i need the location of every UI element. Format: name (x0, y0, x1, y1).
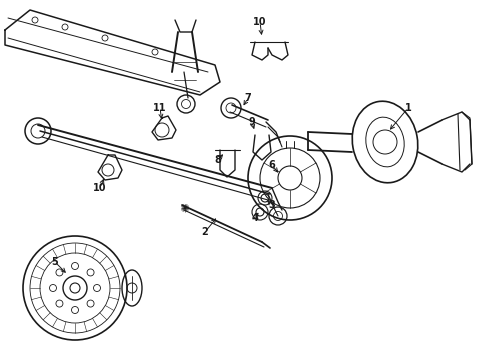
Circle shape (72, 262, 78, 270)
Circle shape (56, 269, 63, 276)
Circle shape (49, 284, 56, 292)
Text: 7: 7 (245, 93, 251, 103)
Text: 6: 6 (269, 160, 275, 170)
Text: 11: 11 (153, 103, 167, 113)
Circle shape (87, 300, 94, 307)
Text: 2: 2 (201, 227, 208, 237)
Circle shape (72, 306, 78, 314)
Text: 10: 10 (253, 17, 267, 27)
Text: 4: 4 (252, 213, 258, 223)
Circle shape (94, 284, 100, 292)
Text: 9: 9 (248, 117, 255, 127)
Circle shape (87, 269, 94, 276)
Text: 10: 10 (93, 183, 107, 193)
Text: 5: 5 (51, 257, 58, 267)
Text: 3: 3 (269, 200, 275, 210)
Text: 8: 8 (215, 155, 221, 165)
Text: 1: 1 (405, 103, 412, 113)
Circle shape (56, 300, 63, 307)
